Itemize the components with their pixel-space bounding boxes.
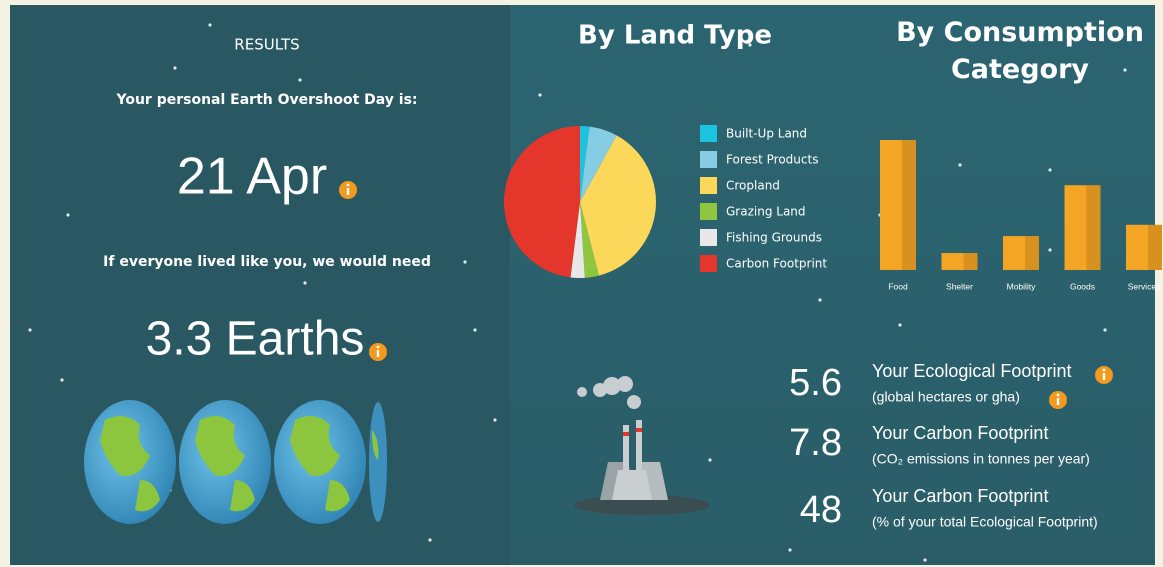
bar-shade [902, 140, 916, 270]
star [173, 66, 176, 69]
legend-swatch [700, 177, 717, 194]
star [303, 281, 306, 284]
star [538, 93, 541, 96]
footprint-label: Your Ecological Footprint [872, 361, 1071, 381]
star [493, 418, 496, 421]
legend-swatch [700, 203, 717, 220]
star [60, 378, 63, 381]
info-icon-glyph [377, 350, 379, 357]
legend-label: Fishing Grounds [726, 231, 822, 245]
star [898, 323, 901, 326]
star [1103, 328, 1106, 331]
overshoot-day: 21 Apr [177, 148, 327, 206]
bar-shade [1087, 185, 1101, 270]
info-icon-glyph [347, 188, 349, 195]
star [708, 458, 711, 461]
star [818, 298, 821, 301]
bar-shade [1025, 236, 1039, 270]
star [28, 328, 31, 331]
info-icon-glyph [1057, 394, 1060, 397]
legend-label: Grazing Land [726, 205, 806, 219]
results-heading: RESULTS [234, 36, 299, 54]
footprint-value: 48 [800, 489, 842, 531]
footprint-label: Your Carbon Footprint [872, 486, 1048, 506]
x-tick-label: Mobility [1007, 281, 1037, 291]
x-tick-label: Goods [1070, 281, 1095, 291]
earths-count: 3.3 Earths [146, 313, 365, 366]
x-tick-label: Services [1128, 281, 1161, 291]
star [923, 558, 926, 561]
footprint-note: (% of your total Ecological Footprint) [872, 514, 1098, 530]
legend-label: Carbon Footprint [726, 257, 827, 271]
x-tick-label: Food [888, 281, 908, 291]
legend-swatch [700, 125, 717, 142]
star [66, 213, 69, 216]
bar-shade [964, 253, 978, 270]
info-icon-glyph [377, 346, 380, 349]
earths-label: If everyone lived like you, we would nee… [103, 254, 431, 270]
legend-label: Built-Up Land [726, 127, 807, 141]
footprint-note: (global hectares or gha) [872, 389, 1020, 405]
star [958, 163, 961, 166]
consumption-title: By Consumption Category [895, 14, 1145, 88]
star [463, 260, 466, 263]
legend-swatch [700, 229, 717, 246]
star [208, 23, 211, 26]
footprint-value: 5.6 [789, 362, 842, 404]
star [1048, 168, 1051, 171]
legend-swatch [700, 151, 717, 168]
footprint-note: (CO₂ emissions in tonnes per year) [872, 451, 1090, 467]
x-tick-label: Shelter [946, 281, 973, 291]
footprint-label: Your Carbon Footprint [872, 423, 1048, 443]
info-icon-glyph [1057, 398, 1059, 405]
chart-title: By Land Type [578, 21, 772, 51]
legend-label: Cropland [726, 179, 780, 193]
footprint-value: 7.8 [789, 422, 842, 464]
star [298, 78, 301, 81]
bar-shade [1148, 225, 1162, 270]
star [1048, 248, 1051, 251]
star [473, 328, 476, 331]
page: RESULTS Your personal Earth Overshoot Da… [0, 0, 1163, 567]
legend-swatch [700, 255, 717, 272]
overshoot-label: Your personal Earth Overshoot Day is: [115, 92, 417, 108]
info-icon-glyph [1103, 373, 1105, 380]
star [428, 538, 431, 541]
star [788, 548, 791, 551]
legend-label: Forest Products [726, 153, 818, 167]
info-icon-glyph [1103, 369, 1106, 372]
info-icon-glyph [347, 184, 350, 187]
earth-icons [84, 400, 387, 524]
